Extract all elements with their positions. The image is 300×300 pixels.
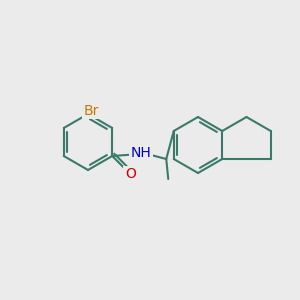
Text: Br: Br <box>83 104 99 118</box>
Text: NH: NH <box>131 146 152 160</box>
Text: O: O <box>125 167 136 181</box>
